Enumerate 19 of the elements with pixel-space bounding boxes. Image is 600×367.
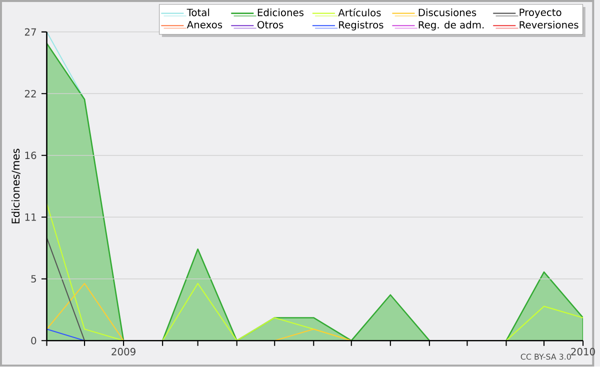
- x-tick-label: 2010: [571, 348, 595, 356]
- y-tick-label: 22: [24, 90, 36, 98]
- legend-label: Anexos: [186, 21, 222, 29]
- legend-label: Ediciones: [258, 8, 304, 16]
- legend-label: Reversiones: [520, 21, 578, 29]
- legend-label: Reg. de adm.: [418, 21, 484, 31]
- y-tick-label: 11: [25, 214, 36, 221]
- y-tick-label: 0: [31, 337, 36, 345]
- legend-label: Total: [186, 8, 210, 16]
- legend-label: Proyecto: [520, 8, 562, 18]
- legend-label: Registros: [339, 21, 384, 31]
- x-tick-label: 2009: [112, 348, 136, 356]
- legend-label: Artículos: [338, 8, 381, 17]
- y-tick-label: 5: [31, 275, 36, 283]
- legend-label: Otros: [258, 21, 284, 29]
- y-tick-label: 16: [25, 152, 36, 160]
- y-tick-label: 27: [24, 28, 36, 36]
- legend-label: Discusiones: [418, 8, 476, 16]
- y-axis-title: Ediciones/mes: [11, 148, 20, 224]
